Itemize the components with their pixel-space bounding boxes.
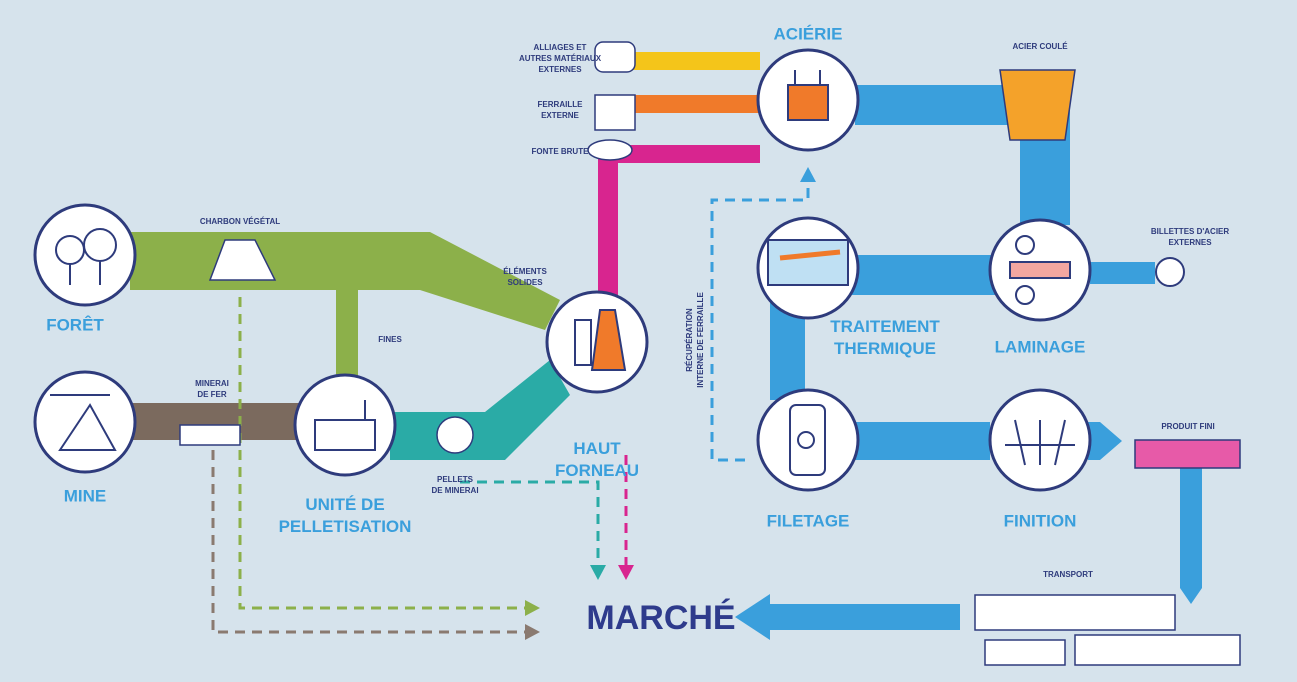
flow-label-line: ÉLÉMENTS	[503, 267, 547, 276]
flow-label-line: FINES	[378, 335, 402, 344]
flow-label-line: CHARBON VÉGÉTAL	[200, 217, 280, 226]
threading-flow	[850, 422, 990, 460]
flow-label: FONTE BRUTE	[532, 147, 590, 156]
station-circle	[35, 372, 135, 472]
flow-label-line: DE FER	[197, 390, 227, 399]
node-label-line: HAUT	[573, 439, 621, 458]
flow-label-line: INTERNE DE FERRAILLE	[696, 292, 705, 388]
flow-label: PRODUIT FINI	[1161, 422, 1214, 431]
flow-label-line: FERRAILLE	[538, 100, 584, 109]
node-label: FINITION	[1004, 511, 1077, 530]
flow-label-line: EXTERNES	[1168, 238, 1212, 247]
node-label: FORÊT	[46, 315, 104, 334]
node-label: MINE	[64, 486, 107, 505]
station-circle	[295, 375, 395, 475]
flow-label-line: ACIER COULÉ	[1012, 42, 1068, 51]
node-label-line: TRAITEMENT	[830, 317, 940, 336]
flow-label: CHARBON VÉGÉTAL	[200, 217, 280, 226]
flow-label: FINES	[378, 335, 402, 344]
node-label-line: FORNEAU	[555, 461, 639, 480]
diagram: FORÊT MINE UNITÉ DE PELLETISATION HAUT FOR…	[0, 0, 1297, 682]
flow-label-line: DE MINERAI	[431, 486, 478, 495]
flow-label-line: TRANSPORT	[1043, 570, 1093, 579]
flow-label-line: ALLIAGES ET	[534, 43, 587, 52]
node-label: FILETAGE	[767, 511, 850, 530]
flow-label-line: PRODUIT FINI	[1161, 422, 1214, 431]
rolling-flow	[850, 255, 995, 295]
node-label-line: THERMIQUE	[834, 339, 936, 358]
flow-label-line: MINERAI	[195, 379, 229, 388]
billet-flow	[1090, 262, 1155, 284]
flow-label-line: SOLIDES	[507, 278, 543, 287]
flow-label-line: BILLETTES D'ACIER	[1151, 227, 1230, 236]
flow-label: ACIER COULÉ	[1012, 42, 1068, 51]
product-flow	[1180, 468, 1202, 588]
flow-label-line: RÉCUPÉRATION	[685, 308, 694, 372]
station-circle	[35, 205, 135, 305]
flow-label-line: PELLETS	[437, 475, 474, 484]
fines-flow	[336, 288, 358, 378]
flow-label-line: FONTE BRUTE	[532, 147, 590, 156]
market-label: MARCHÉ	[586, 599, 735, 637]
flow-label: TRANSPORT	[1043, 570, 1093, 579]
flow-label-line: EXTERNE	[541, 111, 579, 120]
flow-label-line: EXTERNES	[538, 65, 582, 74]
node-label-line: UNITÉ DE	[305, 495, 384, 514]
node-label: LAMINAGE	[995, 337, 1086, 356]
node-label: ACIÉRIE	[774, 24, 843, 43]
node-label-line: PELLETISATION	[279, 517, 412, 536]
flow-label-line: AUTRES MATÉRIAUX	[519, 54, 602, 63]
